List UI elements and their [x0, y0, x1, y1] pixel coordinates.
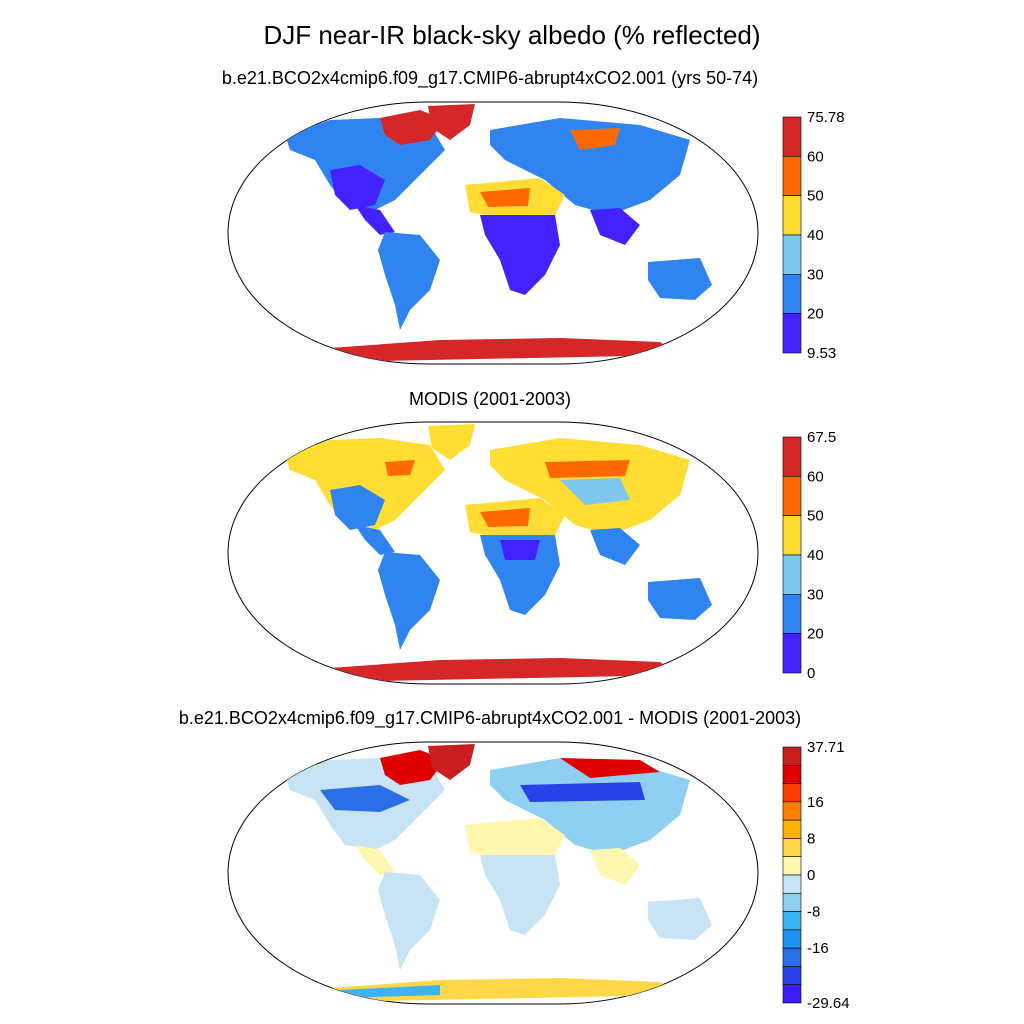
colorbar-tick-label: -8	[807, 904, 820, 921]
region-antarctica	[330, 978, 680, 1002]
colorbar-tick-label: 0	[807, 665, 815, 682]
colorbar-tick-label: 0	[807, 867, 815, 884]
region-siberia-high	[570, 128, 620, 150]
region-india-seasia	[590, 528, 640, 565]
colorbar-tick-label: -16	[807, 940, 829, 957]
colorbar-swatch	[782, 313, 802, 354]
region-sahara	[465, 818, 565, 858]
colorbar-tick-label: 50	[807, 188, 824, 205]
region-south-america	[378, 872, 440, 970]
region-eastern-us	[330, 485, 385, 530]
colorbar-swatch	[782, 633, 802, 674]
region-sahara-hot	[480, 508, 530, 527]
colorbar-swatch	[782, 856, 802, 876]
region-europe-asia	[490, 118, 690, 215]
colorbar-swatch	[782, 156, 802, 196]
panel-title-obs: MODIS (2001-2003)	[408, 389, 572, 409]
colorbar-swatch	[782, 783, 802, 803]
colorbar-swatch	[782, 116, 802, 157]
region-antarctica	[330, 658, 680, 682]
region-central-asia	[560, 478, 630, 505]
region-canada-band	[385, 460, 415, 476]
region-south-america	[378, 552, 440, 650]
region-africa	[480, 855, 560, 935]
region-australia	[648, 898, 712, 940]
figure-title: DJF near-IR black-sky albedo (% reflecte…	[263, 20, 761, 50]
colorbar-tick-label: 67.5	[807, 429, 836, 446]
colorbar-tick-label: 37.71	[807, 739, 845, 756]
colorbar-swatch	[782, 195, 802, 236]
region-asia-band	[520, 782, 645, 802]
colorbar-swatch	[782, 911, 802, 931]
colorbar-swatch	[782, 966, 802, 986]
region-india-seasia	[590, 848, 640, 885]
region-siberia-high	[560, 758, 660, 778]
region-central-africa	[500, 540, 540, 560]
colorbar-swatch	[782, 984, 802, 1004]
colorbar-tick-label: 20	[807, 306, 824, 323]
region-antarctica-edge	[340, 985, 440, 998]
colorbar-swatch	[782, 554, 802, 595]
colorbar-tick-label: 40	[807, 547, 824, 564]
colorbar-swatch	[782, 476, 802, 516]
colorbar-swatch	[782, 515, 802, 556]
region-eastern-us	[330, 165, 385, 210]
colorbar-model: 75.78 60 50 40 30 20 9.53	[782, 109, 845, 362]
colorbar-swatch	[782, 874, 802, 894]
region-canada-arctic	[380, 110, 445, 145]
colorbar-swatch	[782, 801, 802, 821]
region-south-america	[378, 232, 440, 330]
region-greenland	[428, 424, 475, 460]
colorbar-tick-label: 20	[807, 626, 824, 643]
colorbar-tick-label: 30	[807, 586, 824, 603]
colorbar-swatch	[782, 746, 802, 766]
colorbar-swatch	[782, 764, 802, 784]
region-india-seasia	[590, 208, 640, 245]
colorbar-swatch	[782, 892, 802, 912]
colorbar-tick-label: -29.64	[807, 995, 850, 1012]
colorbar-tick-label: 75.78	[807, 109, 845, 126]
colorbars: 75.78 60 50 40 30 20 9.53 67.5 60 50 40 30 20 0 37.71 1…	[782, 109, 850, 1012]
colorbar-swatch	[782, 838, 802, 858]
colorbar-tick-label: 50	[807, 508, 824, 525]
colorbar-swatch	[782, 819, 802, 839]
panel-title-model: b.e21.BCO2x4cmip6.f09_g17.CMIP6-abrupt4x…	[221, 68, 759, 88]
region-australia	[648, 258, 712, 300]
region-australia	[648, 578, 712, 620]
colorbar-swatch	[782, 436, 802, 477]
region-africa	[480, 215, 560, 295]
colorbar-tick-label: 8	[807, 830, 815, 847]
colorbar-tick-label: 30	[807, 266, 824, 283]
colorbar-swatch	[782, 594, 802, 634]
region-central-america	[355, 525, 395, 555]
colorbar-tick-label: 9.53	[807, 345, 836, 362]
region-sahara-hot	[480, 188, 530, 207]
map-panel-obs	[227, 421, 759, 685]
colorbar-tick-label: 40	[807, 227, 824, 244]
region-greenland	[428, 744, 475, 780]
region-africa	[480, 535, 560, 615]
map-panel-diff	[227, 741, 759, 1005]
region-northeast-na	[320, 785, 410, 812]
colorbar-swatch	[782, 234, 802, 275]
region-asia-band	[545, 460, 630, 478]
panel-title-diff: b.e21.BCO2x4cmip6.f09_g17.CMIP6-abrupt4x…	[178, 708, 802, 728]
colorbar-swatch	[782, 274, 802, 314]
colorbar-tick-label: 60	[807, 468, 824, 485]
region-central-america	[355, 845, 395, 875]
map-panel-model	[227, 101, 759, 365]
colorbar-swatch	[782, 947, 802, 967]
colorbar-swatch	[782, 929, 802, 949]
region-central-america	[355, 205, 395, 235]
region-greenland	[428, 104, 475, 140]
colorbar-diff: 37.71 16 8 0 -8 -16 -29.64	[782, 739, 850, 1012]
region-canada-arctic	[380, 750, 445, 785]
region-antarctica	[330, 338, 680, 362]
colorbar-obs: 67.5 60 50 40 30 20 0	[782, 429, 836, 682]
colorbar-tick-label: 60	[807, 148, 824, 165]
colorbar-tick-label: 16	[807, 794, 824, 811]
